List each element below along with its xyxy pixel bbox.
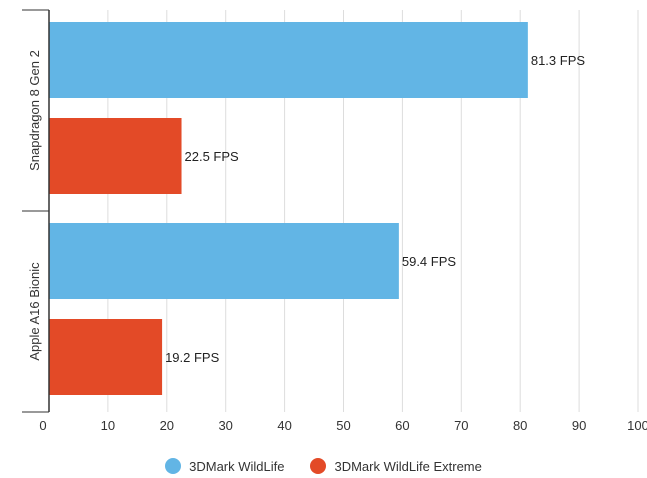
legend-dot-icon [165, 458, 182, 474]
legend-label: 3DMark WildLife Extreme [334, 458, 482, 474]
x-tick-label: 100 [627, 418, 647, 433]
x-tick-label: 60 [395, 418, 409, 433]
x-tick-label: 40 [277, 418, 291, 433]
legend-item[interactable]: 3DMark WildLife Extreme [310, 458, 482, 474]
bar-wildlife-1 [49, 223, 399, 299]
x-tick-label: 70 [454, 418, 468, 433]
bar-wildlife-0 [49, 22, 528, 98]
legend: 3DMark WildLife 3DMark WildLife Extreme [0, 458, 647, 474]
data-label: 19.2 FPS [165, 350, 220, 365]
category-label: Apple A16 Bionic [27, 262, 42, 361]
bar-wildlife-extreme-1 [49, 319, 163, 395]
x-tick-label: 80 [513, 418, 527, 433]
x-tick-label: 90 [572, 418, 586, 433]
labels: 0 10 20 30 40 50 60 70 80 90 100 Snapdragon 8 Gen 2… [27, 50, 647, 433]
bars [49, 22, 528, 395]
x-tick-label: 20 [160, 418, 174, 433]
x-tick-label: 50 [336, 418, 350, 433]
x-tick-label: 0 [39, 418, 46, 433]
category-label: Snapdragon 8 Gen 2 [27, 50, 42, 171]
bar-wildlife-extreme-0 [49, 118, 182, 194]
x-tick-label: 10 [101, 418, 115, 433]
data-label: 59.4 FPS [402, 254, 457, 269]
legend-item[interactable]: 3DMark WildLife [165, 458, 284, 474]
x-tick-label: 30 [218, 418, 232, 433]
legend-dot-icon [310, 458, 327, 474]
axes [22, 9, 50, 413]
legend-label: 3DMark WildLife [189, 458, 285, 474]
data-label: 81.3 FPS [531, 53, 586, 68]
data-label: 22.5 FPS [185, 149, 240, 164]
